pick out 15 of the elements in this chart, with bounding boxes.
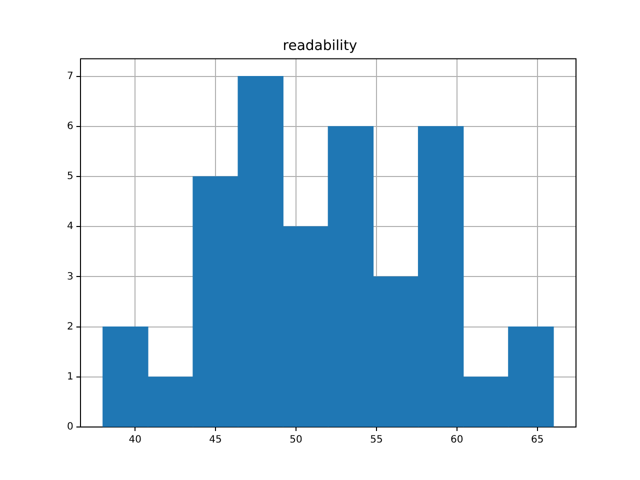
x-tick-label: 55 (370, 434, 383, 446)
x-tick-label: 45 (209, 434, 222, 446)
y-tick-label: 7 (66, 70, 74, 82)
y-tick-label: 1 (66, 372, 74, 382)
x-tick-label: 50 (290, 434, 302, 446)
x-tick-label: 65 (531, 434, 544, 446)
y-tick-label: 6 (66, 121, 74, 132)
y-tick-label: 4 (66, 221, 74, 232)
y-tick-label: 5 (66, 171, 74, 182)
y-tick-label: 2 (66, 321, 74, 332)
x-tick-label: 40 (128, 434, 142, 446)
y-tick-label: 0 (66, 422, 74, 433)
chart-title: readability (282, 38, 358, 54)
x-tick-label: 60 (450, 434, 464, 446)
y-tick-label: 3 (66, 271, 74, 282)
